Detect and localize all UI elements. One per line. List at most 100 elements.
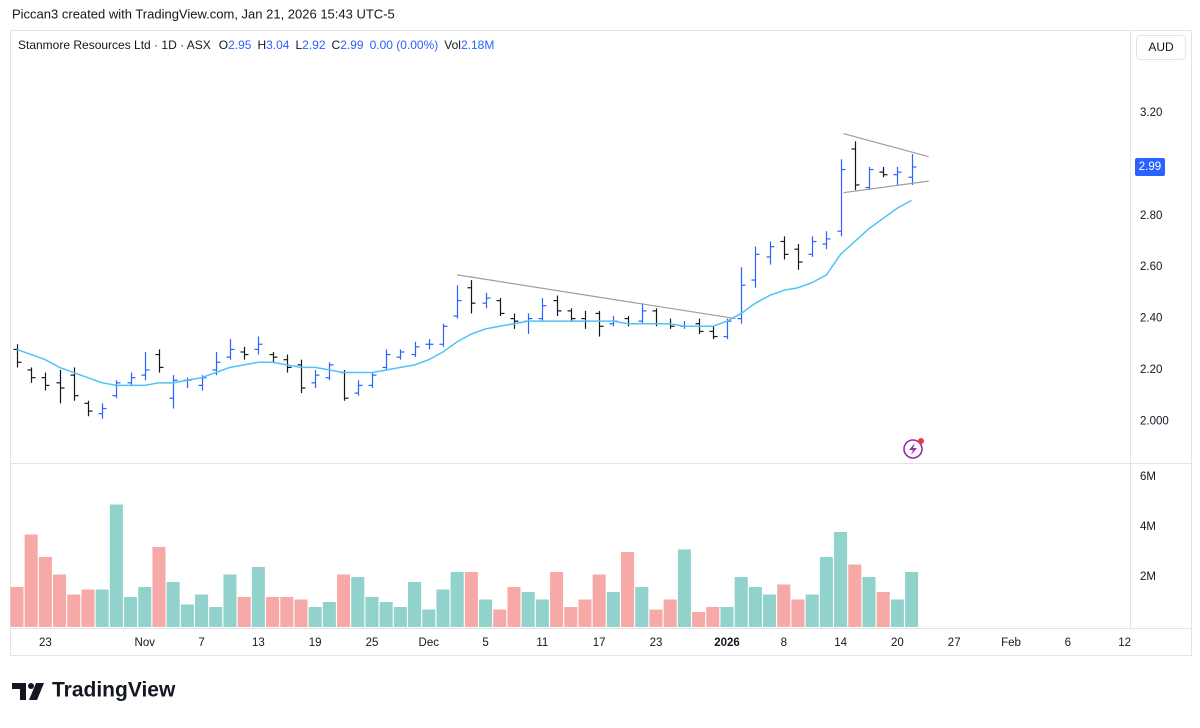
x-tick-label: 8 — [781, 637, 787, 649]
volume-bar — [550, 572, 564, 627]
volume-bar — [663, 599, 677, 627]
legend-label: H — [257, 38, 266, 52]
volume-bar — [124, 597, 138, 627]
x-tick-label: 23 — [650, 637, 663, 649]
x-tick-label: 6 — [1065, 637, 1071, 649]
volume-bar — [805, 594, 819, 627]
volume-bar — [67, 594, 81, 627]
legend-label: O — [219, 38, 228, 52]
last-price-label: 2.99 — [1139, 161, 1161, 173]
legend-value: 2.18M — [461, 38, 494, 52]
volume-bar — [621, 552, 635, 627]
volume-bar — [564, 607, 578, 627]
volume-bar — [337, 574, 351, 627]
volume-bar — [95, 589, 109, 627]
volume-bar — [905, 572, 919, 627]
volume-bar — [479, 599, 493, 627]
volume-bar — [109, 504, 123, 627]
volume-bar — [53, 574, 67, 627]
volume-bar — [422, 609, 436, 627]
volume-bar — [763, 594, 777, 627]
trend-line — [843, 132, 929, 158]
volume-bar — [280, 597, 294, 627]
volume-bar — [720, 607, 734, 627]
volume-bar — [308, 607, 322, 627]
x-tick-label: 11 — [536, 637, 548, 649]
volume-bar — [351, 577, 365, 627]
x-tick-label: Nov — [135, 637, 156, 649]
moving-average — [16, 199, 912, 387]
volume-bar — [237, 597, 251, 627]
volume-bar — [251, 567, 265, 627]
last-price-box — [1135, 157, 1165, 176]
volume-bar — [692, 612, 706, 627]
logo — [12, 683, 44, 700]
legend-value: 2.99 — [340, 38, 364, 52]
alert-icon — [903, 438, 924, 459]
volume-bar — [848, 564, 862, 627]
volume-bar — [677, 549, 691, 627]
currency-button[interactable] — [1136, 35, 1186, 60]
legend-change: 0.00 (0.00%) — [370, 38, 439, 52]
volume-bar — [521, 592, 535, 627]
volume-bar — [862, 577, 876, 627]
volume-bar — [649, 609, 663, 627]
x-tick-label: 5 — [482, 637, 488, 649]
volume-bar — [138, 587, 152, 627]
volume-bar — [464, 572, 478, 627]
volume-bar — [706, 607, 720, 627]
volume-bar — [535, 599, 549, 627]
volume-bar — [748, 587, 762, 627]
volume-bar — [10, 587, 24, 627]
x-tick-label: 27 — [948, 637, 961, 649]
header: Piccan3 created with TradingView.com, Ja… — [12, 6, 395, 21]
volume-bar — [223, 574, 237, 627]
logo-text: TradingView — [52, 679, 176, 702]
volume-bar — [166, 582, 180, 627]
volume-bar — [592, 574, 606, 627]
y-tick-label: 2.20 — [1140, 364, 1162, 376]
volume-bar — [379, 602, 393, 627]
volume-bar — [507, 587, 521, 627]
volume-bar — [294, 599, 308, 627]
volume-bar — [890, 599, 904, 627]
x-tick-label: Dec — [419, 637, 440, 649]
y-tick-label: 2.000 — [1140, 415, 1169, 427]
legend-symbol: Stanmore Resources Ltd · 1D · ASX — [18, 38, 211, 52]
volume-bar — [734, 577, 748, 627]
x-tick-label: 12 — [1118, 637, 1131, 649]
y-tick-label: 2.80 — [1140, 210, 1162, 222]
volume-bar — [81, 589, 95, 627]
x-tick-label: 25 — [366, 637, 379, 649]
volume-bar — [393, 607, 407, 627]
y-tick-label: 2.40 — [1140, 313, 1162, 325]
volume-bar — [876, 592, 890, 627]
legend-value: 3.04 — [266, 38, 290, 52]
legend-label: Vol — [444, 38, 461, 52]
volume-bar — [791, 599, 805, 627]
legend-value: 2.95 — [228, 38, 252, 52]
y-tick-label: 2.60 — [1140, 261, 1162, 273]
volume-bar — [152, 547, 166, 627]
x-tick-label: 13 — [252, 637, 265, 649]
x-tick-label: 19 — [309, 637, 322, 649]
volume-bar — [777, 584, 791, 627]
volume-tick-label: 4M — [1140, 521, 1156, 533]
volume-bar — [635, 587, 649, 627]
x-tick-label: 2026 — [714, 637, 740, 649]
trend-line — [843, 180, 929, 194]
x-tick-label: 17 — [593, 637, 606, 649]
volume-bar — [266, 597, 280, 627]
legend-value: 2.92 — [302, 38, 326, 52]
x-tick-label: 23 — [39, 637, 52, 649]
volume-bar — [408, 582, 422, 627]
currency[interactable]: AUD — [1148, 40, 1174, 54]
x-tick-label: Feb — [1001, 637, 1021, 649]
volume-bar — [322, 602, 336, 627]
volume-bar — [209, 607, 223, 627]
legend-label: C — [332, 38, 341, 52]
x-tick-label: 14 — [834, 637, 847, 649]
legend-label: L — [295, 38, 302, 52]
chart-frame — [10, 30, 1192, 656]
